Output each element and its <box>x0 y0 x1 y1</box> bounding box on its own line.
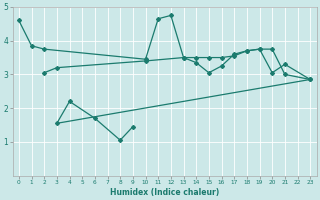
X-axis label: Humidex (Indice chaleur): Humidex (Indice chaleur) <box>110 188 219 197</box>
